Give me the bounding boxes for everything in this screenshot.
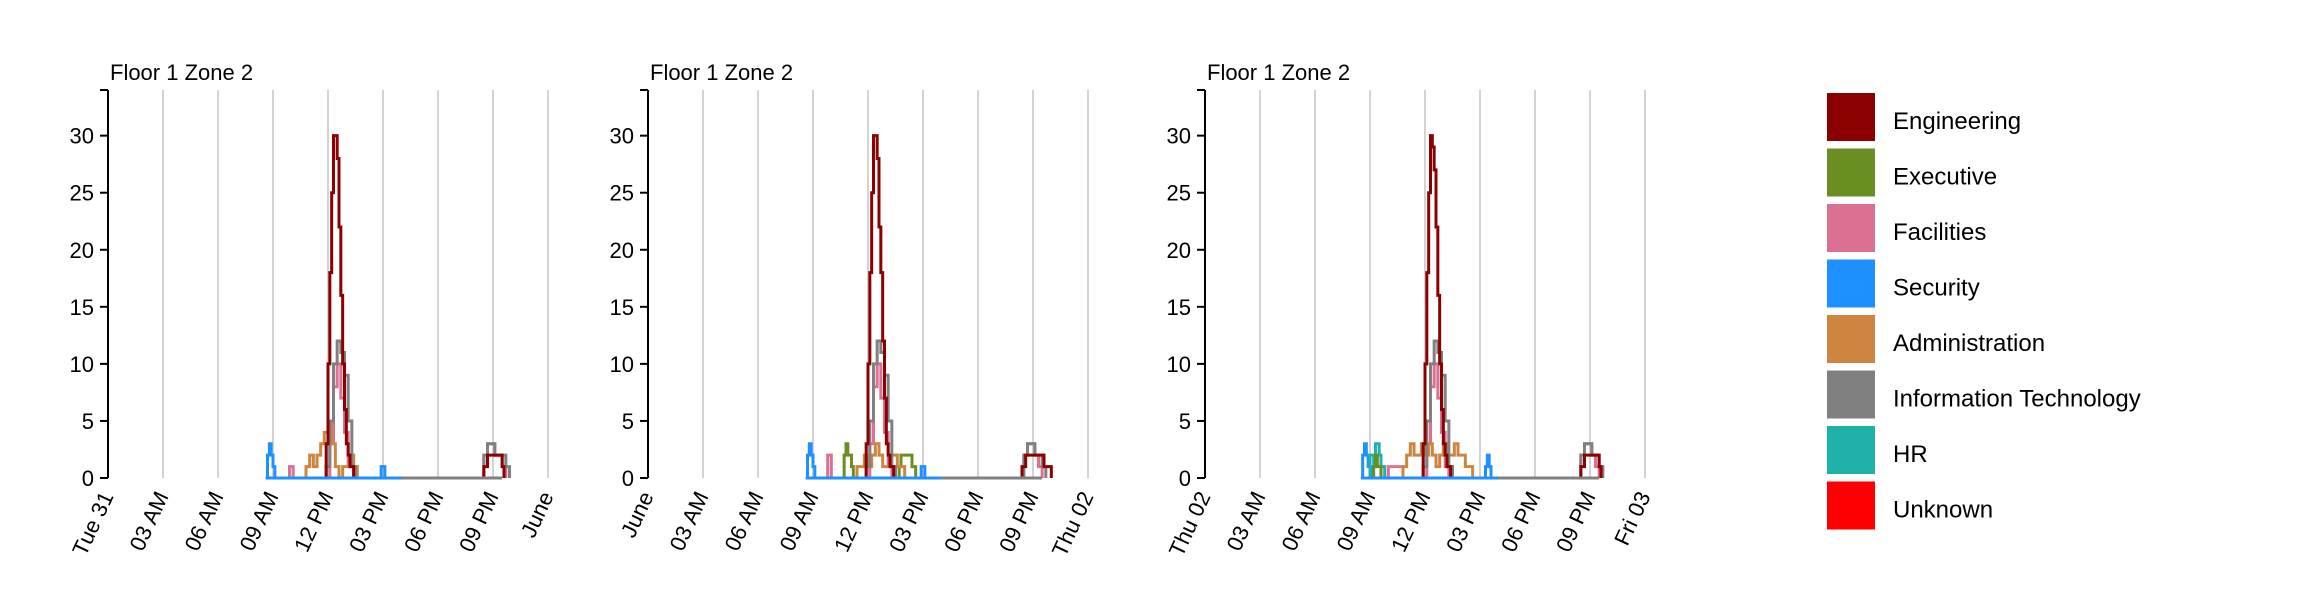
y-tick-label: 20 xyxy=(70,238,94,263)
series-line-information-technology xyxy=(864,339,1048,480)
y-tick-label: 10 xyxy=(1167,352,1191,377)
y-tick-label: 15 xyxy=(610,295,634,320)
series-line-facilities xyxy=(287,362,508,480)
legend-label: HR xyxy=(1893,441,1928,468)
chart-panel-2: 0 5 10 15 20 25 30 June 03 AM 06 AM 09 AM 12 PM 03 P… xyxy=(610,60,1099,560)
legend-swatch-executive xyxy=(1827,148,1875,197)
series-line-engineering xyxy=(1421,134,1603,480)
x-tick-label: June xyxy=(516,488,559,542)
series-line-security xyxy=(805,442,1033,480)
x-tick-label: 03 PM xyxy=(344,488,394,556)
legend-swatch-security xyxy=(1827,259,1875,308)
x-tick-label: 06 PM xyxy=(939,488,989,556)
y-tick-label: 25 xyxy=(1167,181,1191,206)
x-tick-label: 09 AM xyxy=(235,488,284,555)
y-tick-label: 5 xyxy=(82,409,94,434)
x-tick-label: 09 PM xyxy=(454,488,504,556)
series-line-security xyxy=(265,442,484,480)
x-tick-label: 09 PM xyxy=(994,488,1044,556)
panel-title: Floor 1 Zone 2 xyxy=(110,60,253,85)
legend-label: Security xyxy=(1893,275,1980,302)
legend-swatch-facilities xyxy=(1827,204,1875,252)
series-line-information-technology xyxy=(1421,339,1605,480)
series-line-administration xyxy=(853,442,907,480)
chart-panel-3: 0 5 10 15 20 25 30 Thu 02 03 AM 06 AM 09 AM 12 PM 03… xyxy=(1164,60,1656,560)
x-tick-label: 06 AM xyxy=(1277,488,1326,555)
x-tick-label: 06 AM xyxy=(720,488,769,555)
legend-label: Facilities xyxy=(1893,219,1986,246)
x-tick-label: June xyxy=(616,488,659,542)
x-tick-label: 09 AM xyxy=(1332,488,1381,555)
x-tick-label: 06 PM xyxy=(1496,488,1546,556)
x-tick-label: 06 PM xyxy=(399,488,449,556)
y-tick-label: 10 xyxy=(610,352,634,377)
x-tick-label: 12 PM xyxy=(289,488,339,556)
x-tick-label: 03 AM xyxy=(665,488,714,555)
series-line-security xyxy=(1360,442,1581,480)
y-tick-label: 0 xyxy=(1179,466,1191,491)
x-tick-label: 03 PM xyxy=(1441,488,1491,556)
series-line-facilities xyxy=(1386,362,1601,480)
legend-label: Administration xyxy=(1893,330,2045,357)
x-tick-label: Fri 03 xyxy=(1609,488,1655,550)
panel-title: Floor 1 Zone 2 xyxy=(1207,60,1350,85)
x-tick-label: 03 PM xyxy=(884,488,934,556)
series-line-information-technology xyxy=(324,339,511,480)
y-tick-label: 30 xyxy=(70,124,94,149)
series-line-engineering xyxy=(324,134,506,480)
x-tick-label: 03 AM xyxy=(1222,488,1271,555)
x-tick-label: 12 PM xyxy=(829,488,879,556)
x-tick-label: Tue 31 xyxy=(67,488,118,560)
x-tick-label: 06 AM xyxy=(180,488,229,555)
legend-label: Executive xyxy=(1893,164,1997,191)
legend-label: Information Technology xyxy=(1893,386,2141,413)
y-tick-label: 0 xyxy=(622,466,634,491)
y-tick-label: 15 xyxy=(1167,295,1191,320)
x-tick-label: Thu 02 xyxy=(1047,488,1099,561)
y-tick-label: 5 xyxy=(1179,409,1191,434)
legend-label: Engineering xyxy=(1893,108,2021,135)
x-tick-label: 09 AM xyxy=(775,488,824,555)
y-tick-label: 30 xyxy=(610,124,634,149)
y-tick-label: 25 xyxy=(610,181,634,206)
y-tick-label: 30 xyxy=(1167,124,1191,149)
legend-swatch-information-technology xyxy=(1827,370,1875,419)
legend-swatch-engineering xyxy=(1827,93,1875,141)
legend-swatch-administration xyxy=(1827,315,1875,363)
legend: Engineering Executive Facilities Security Ad… xyxy=(1827,93,2141,530)
series-line-administration xyxy=(1399,442,1475,480)
y-tick-label: 20 xyxy=(610,238,634,263)
y-tick-label: 10 xyxy=(70,352,94,377)
x-tick-label: 03 AM xyxy=(125,488,174,555)
series-line-facilities xyxy=(825,362,1044,480)
x-tick-label: 12 PM xyxy=(1386,488,1436,556)
chart-panel-1: 0 5 10 15 20 25 30 Tue 31 03 AM 06 AM 09 AM 12 PM 03… xyxy=(67,60,558,559)
x-tick-label: Thu 02 xyxy=(1164,488,1216,561)
series-line-executive xyxy=(1371,453,1383,480)
x-tick-label: 09 PM xyxy=(1551,488,1601,556)
panel-title: Floor 1 Zone 2 xyxy=(650,60,793,85)
y-tick-label: 0 xyxy=(82,466,94,491)
legend-label: Unknown xyxy=(1893,497,1993,524)
y-tick-label: 25 xyxy=(70,181,94,206)
y-tick-label: 5 xyxy=(622,409,634,434)
legend-swatch-unknown xyxy=(1827,481,1875,530)
y-tick-label: 20 xyxy=(1167,238,1191,263)
legend-swatch-hr xyxy=(1827,426,1875,474)
series-line-engineering xyxy=(864,134,1053,480)
y-tick-label: 15 xyxy=(70,295,94,320)
